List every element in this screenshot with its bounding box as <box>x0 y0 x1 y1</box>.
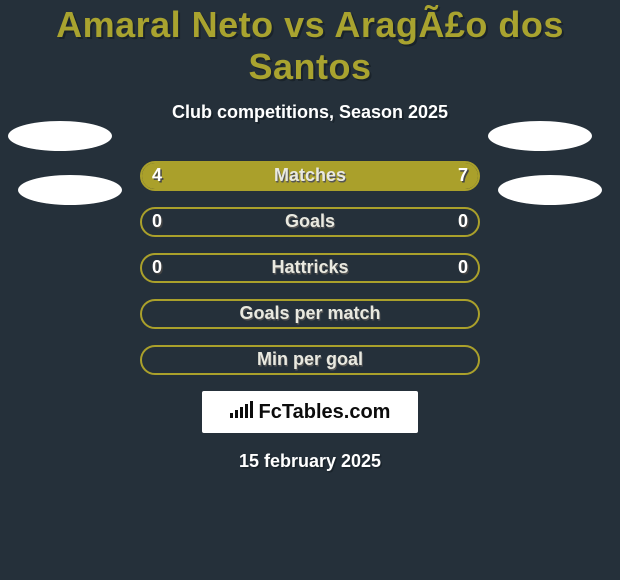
page-subtitle: Club competitions, Season 2025 <box>0 102 620 123</box>
bar-right-fill <box>264 163 478 189</box>
metric-row: Goals per match <box>0 299 620 329</box>
photo-ellipse <box>498 175 602 205</box>
photo-ellipse <box>488 121 592 151</box>
brand-inner: Fc Tables.com <box>230 400 391 424</box>
metric-row: Goals00 <box>0 207 620 237</box>
brand-text-fc: Fc <box>259 401 282 424</box>
bar-outer <box>140 253 480 283</box>
brand-text-tables: Tables.com <box>282 401 391 424</box>
page-title: Amaral Neto vs AragÃ£o dos Santos <box>0 0 620 88</box>
photo-ellipse <box>8 121 112 151</box>
bar-outer <box>140 299 480 329</box>
brand-badge: Fc Tables.com <box>202 391 418 433</box>
brand-bars-icon <box>230 400 255 418</box>
comparison-infographic: Amaral Neto vs AragÃ£o dos Santos Club c… <box>0 0 620 580</box>
metric-row: Hattricks00 <box>0 253 620 283</box>
bar-outer <box>140 345 480 375</box>
footer-date: 15 february 2025 <box>0 451 620 472</box>
bar-left-fill <box>142 163 264 189</box>
bar-outer <box>140 161 480 191</box>
photo-ellipse <box>18 175 122 205</box>
metric-row: Min per goal <box>0 345 620 375</box>
bar-outer <box>140 207 480 237</box>
